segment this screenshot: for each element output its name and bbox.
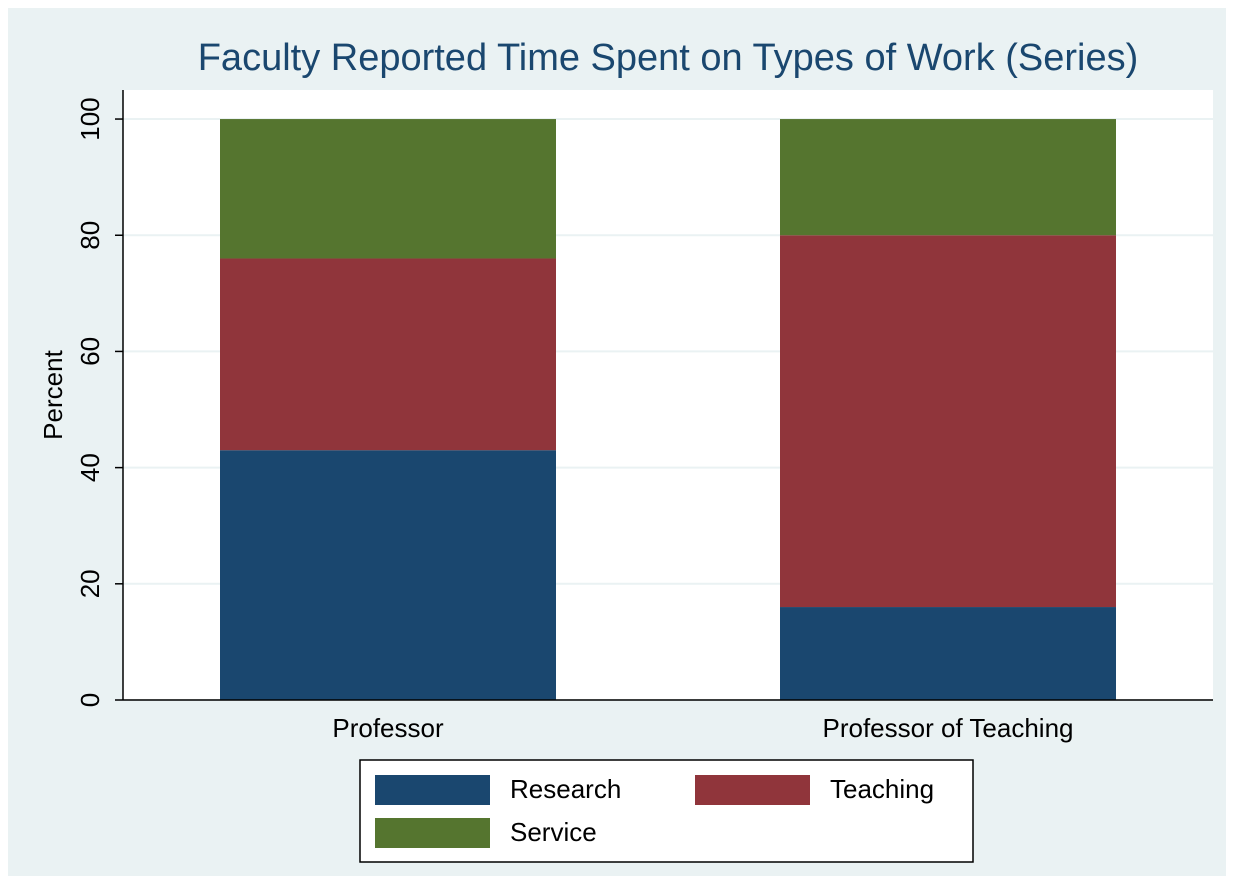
bar-segment (220, 450, 556, 700)
y-tick-label: 60 (75, 337, 105, 366)
legend-label: Research (510, 774, 621, 804)
bar-segment (780, 119, 1116, 236)
legend-label: Teaching (830, 774, 934, 804)
bar-segment (220, 258, 556, 451)
bar-segment (220, 119, 556, 259)
legend-swatch (375, 818, 490, 848)
legend-swatch (375, 775, 490, 805)
y-tick-label: 40 (75, 453, 105, 482)
bar-segment (780, 235, 1116, 608)
y-axis-title: Percent (38, 349, 68, 439)
legend-swatch (695, 775, 810, 805)
x-tick-label: Professor of Teaching (823, 713, 1074, 743)
bar-segment (780, 607, 1116, 700)
y-tick-label: 0 (75, 693, 105, 707)
y-tick-label: 20 (75, 569, 105, 598)
y-tick-label: 80 (75, 221, 105, 250)
chart-title: Faculty Reported Time Spent on Types of … (198, 37, 1139, 79)
y-tick-label: 100 (75, 97, 105, 140)
legend-label: Service (510, 817, 597, 847)
x-tick-label: Professor (332, 713, 444, 743)
